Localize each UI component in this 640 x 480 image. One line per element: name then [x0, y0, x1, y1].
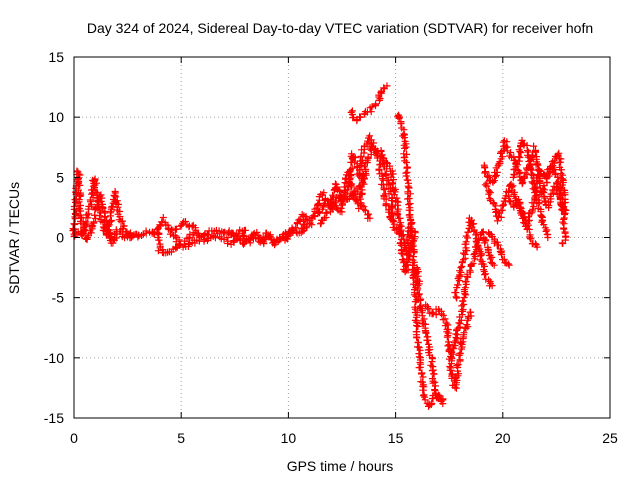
x-tick-label: 15: [388, 430, 404, 446]
data-point-markers: [347, 82, 391, 125]
data-point-markers: [536, 149, 570, 217]
y-tick-label: -10: [44, 350, 64, 366]
x-axis-label: GPS time / hours: [287, 458, 394, 474]
grid-layer: [74, 57, 610, 418]
x-tick-label: 5: [177, 430, 185, 446]
y-tick-label: -15: [44, 410, 64, 426]
satellite-track: [377, 147, 415, 259]
y-tick-label: 5: [56, 169, 64, 185]
satellite-track: [394, 111, 447, 410]
tick-layer: 0 5 10 15 20 25 -15 -10 -5 0 5 10 15: [44, 49, 618, 446]
data-point-markers: [451, 214, 496, 302]
y-axis-label: SDTVAR / TECUs: [6, 182, 22, 294]
y-tick-label: 15: [48, 49, 64, 65]
y-tick-label: -5: [52, 290, 65, 306]
satellite-track: [485, 229, 513, 269]
satellite-track: [451, 214, 496, 302]
satellite-track: [536, 149, 570, 217]
data-point-markers: [409, 264, 447, 408]
satellite-track: [422, 301, 475, 392]
x-tick-label: 20: [495, 430, 511, 446]
data-point-markers: [485, 229, 513, 269]
data-point-markers: [394, 111, 447, 410]
satellite-track: [225, 215, 310, 249]
data-point-markers: [377, 147, 415, 259]
x-tick-label: 25: [602, 430, 618, 446]
data-layer: [69, 82, 570, 410]
x-tick-label: 10: [281, 430, 297, 446]
satellite-track: [317, 132, 395, 228]
satellite-track: [409, 264, 447, 408]
data-point-markers: [225, 215, 310, 249]
x-tick-label: 0: [70, 430, 78, 446]
chart-title: Day 324 of 2024, Sidereal Day-to-day VTE…: [87, 20, 593, 36]
satellite-track: [347, 82, 391, 125]
data-point-markers: [317, 132, 395, 228]
y-tick-label: 0: [56, 230, 64, 246]
y-tick-label: 10: [48, 109, 64, 125]
data-point-markers: [422, 301, 475, 392]
